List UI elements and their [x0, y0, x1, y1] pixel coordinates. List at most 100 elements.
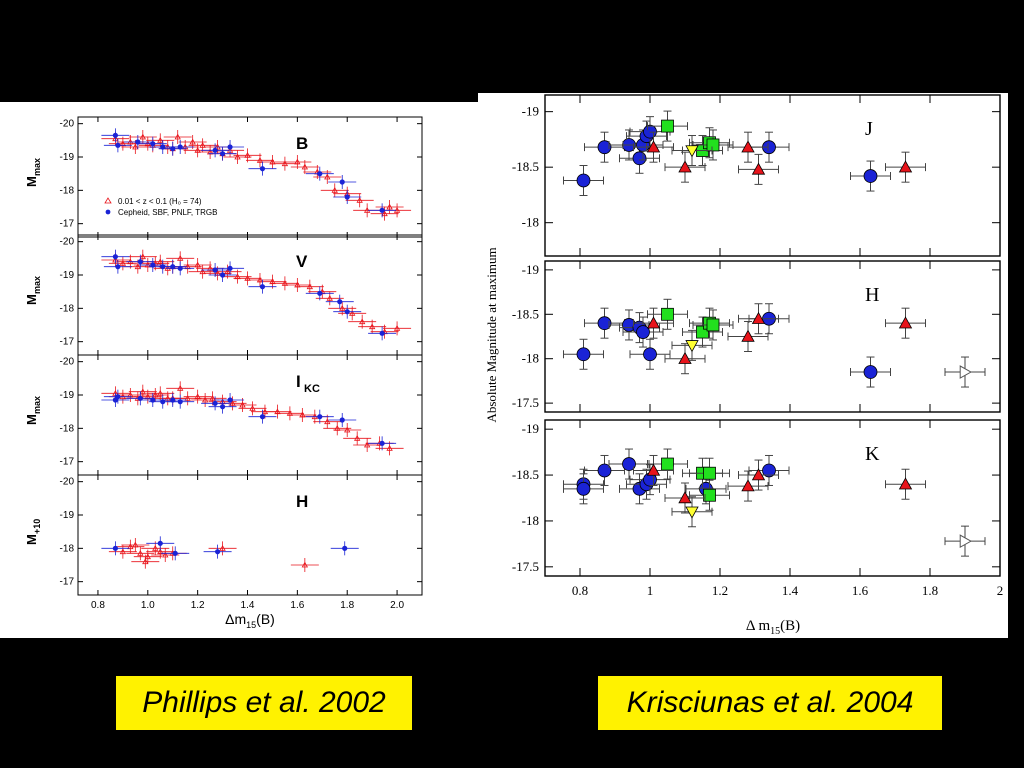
data-point [959, 365, 973, 379]
data-point [393, 325, 401, 331]
panel-label: V [296, 252, 308, 271]
data-point [349, 310, 356, 316]
panel-label: H [296, 492, 308, 511]
y-tick-label: -18 [60, 303, 75, 314]
y-tick-label: -17 [60, 577, 75, 588]
data-point [239, 401, 246, 408]
plot-frame [77, 234, 423, 356]
y-tick-label: -19 [60, 152, 75, 163]
data-point [139, 253, 146, 260]
data-point [150, 141, 156, 147]
x-axis-label: Δm15(B) [225, 611, 275, 630]
data-point [115, 264, 121, 270]
data-point [259, 166, 266, 172]
data-point [227, 144, 233, 150]
y-axis-label-sub: +10 [32, 519, 42, 534]
x-axis-label: Δ m15(B) [746, 618, 800, 637]
data-point [139, 388, 146, 395]
data-point [177, 265, 183, 271]
panel-label: B [296, 134, 308, 153]
data-point [194, 261, 201, 268]
data-point [127, 543, 134, 550]
caption-krisciunas-text: Krisciunas et al. 2004 [626, 686, 914, 719]
data-point [144, 553, 151, 560]
x-tick-label: 1.2 [712, 583, 728, 598]
y-tick-label: -20 [60, 119, 75, 130]
data-point [632, 151, 647, 166]
data-point [137, 259, 143, 265]
x-tick-label: 1.6 [290, 600, 304, 611]
data-point [703, 488, 716, 502]
data-point [685, 340, 699, 353]
data-point [751, 311, 766, 324]
data-point [177, 255, 184, 261]
caption-krisciunas: Krisciunas et al. 2004 [598, 676, 942, 730]
data-point [177, 385, 184, 391]
data-point [119, 260, 127, 266]
x-tick-label: 1.0 [141, 600, 155, 611]
data-point [379, 440, 385, 446]
y-axis-label-main: M [24, 176, 39, 187]
data-point [177, 399, 183, 405]
data-point [209, 395, 216, 401]
legend-label: 0.01 < z < 0.1 (H₀ = 74) [118, 197, 202, 206]
data-point [576, 347, 591, 362]
data-point [344, 194, 350, 200]
data-point [741, 329, 755, 342]
data-point [863, 169, 878, 183]
y-tick-label: -20 [60, 357, 75, 368]
data-point [201, 396, 209, 403]
caption-phillips: Phillips et al. 2002 [116, 676, 412, 730]
data-point [157, 258, 164, 265]
caption-phillips-text: Phillips et al. 2002 [142, 686, 386, 719]
panel-label: K [865, 443, 880, 465]
data-point [379, 207, 385, 213]
data-point [219, 545, 226, 551]
data-point [227, 265, 233, 271]
data-point [678, 491, 692, 504]
data-point [381, 210, 388, 217]
data-point [259, 284, 266, 290]
data-point [137, 550, 144, 556]
data-point [661, 119, 674, 133]
y-tick-label: -20 [60, 477, 75, 488]
panel-label-subscript: KC [304, 383, 320, 395]
data-point [386, 203, 393, 210]
data-point [898, 316, 913, 329]
y-tick-label: -17.5 [512, 395, 539, 410]
data-point [119, 548, 127, 555]
data-point [356, 197, 363, 203]
data-point [342, 545, 348, 551]
data-point [685, 506, 699, 519]
data-point [339, 305, 346, 311]
data-point [646, 463, 661, 476]
y-tick-label: -19 [60, 390, 75, 401]
x-tick-label: 0.8 [91, 600, 105, 611]
data-point [214, 549, 221, 555]
data-point [646, 316, 661, 329]
data-point [678, 351, 692, 364]
data-point [219, 404, 226, 410]
y-axis-label-main: M [24, 294, 39, 305]
legend: 0.01 < z < 0.1 (H₀ = 74) Cepheid, SBF, PN… [104, 197, 217, 217]
panel-label: H [865, 284, 879, 306]
data-point [386, 445, 393, 451]
data-point [199, 142, 206, 148]
x-tick-label: 1.6 [852, 583, 869, 598]
y-axis-label-sub: max [32, 396, 42, 414]
data-point [678, 160, 692, 173]
data-point [622, 457, 636, 471]
data-point [139, 133, 146, 140]
x-tick-label: 0.8 [572, 583, 588, 598]
y-tick-label: -20 [60, 237, 75, 248]
x-tick-label: 1.4 [782, 583, 799, 598]
x-tick-label: 2 [997, 583, 1004, 598]
data-point [643, 124, 657, 139]
y-tick-label: -18.5 [512, 306, 539, 321]
data-point [703, 466, 716, 480]
krisciunas-panel-j: -19 -18.5 -18 J [512, 94, 1001, 257]
data-point [636, 325, 650, 339]
